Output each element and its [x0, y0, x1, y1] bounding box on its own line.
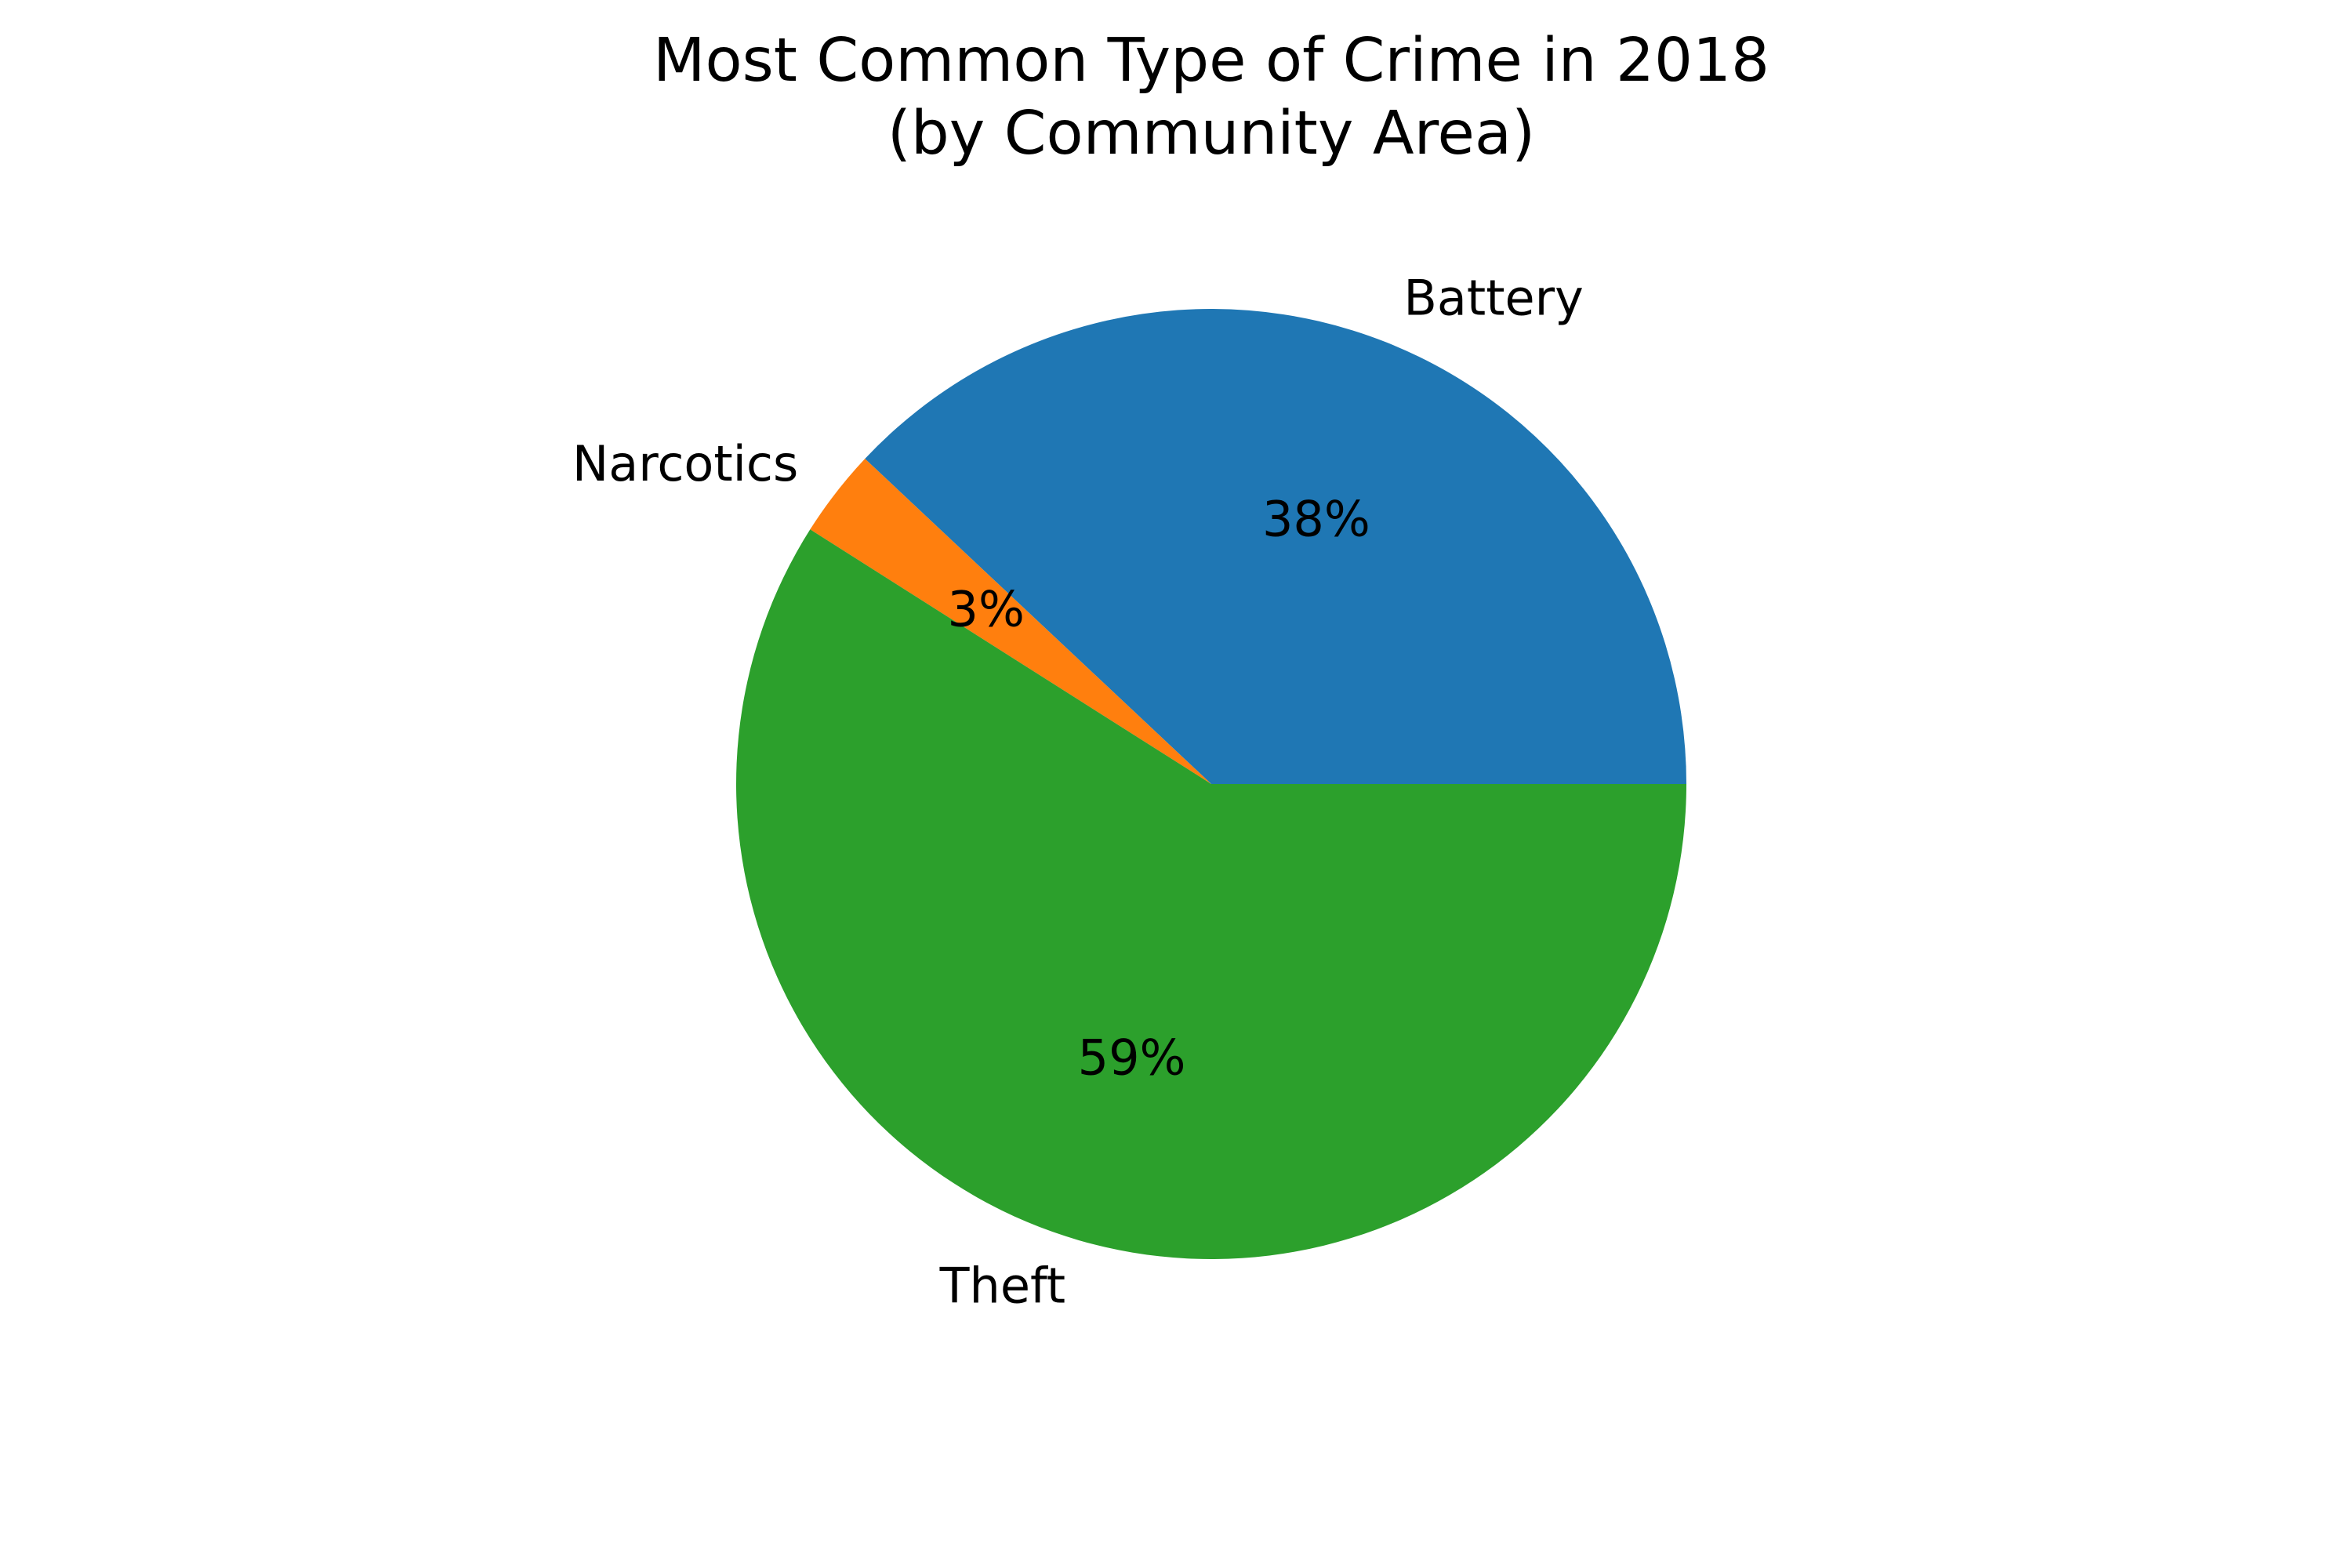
- slice-label-battery: Battery: [1403, 270, 1583, 327]
- percent-label-narcotics: 3%: [948, 581, 1025, 638]
- slice-labels: Battery Narcotics Theft: [572, 270, 1584, 1315]
- pie-slice-theft: [735, 529, 1686, 1260]
- pie-slice-battery: [865, 309, 1686, 785]
- percent-label-theft: 59%: [1078, 1029, 1186, 1087]
- chart-title-line-2: (by Community Area): [887, 99, 1535, 169]
- pie-slices: [735, 309, 1686, 1260]
- percent-labels: 38% 3% 59%: [948, 490, 1370, 1086]
- pie-slice-narcotics: [810, 459, 1211, 784]
- slice-label-narcotics: Narcotics: [572, 435, 798, 492]
- chart-title: Most Common Type of Crime in 2018 (by Co…: [653, 26, 1769, 169]
- percent-label-battery: 38%: [1262, 490, 1370, 547]
- chart-title-line-1: Most Common Type of Crime in 2018: [653, 26, 1769, 96]
- slice-label-theft: Theft: [939, 1258, 1065, 1315]
